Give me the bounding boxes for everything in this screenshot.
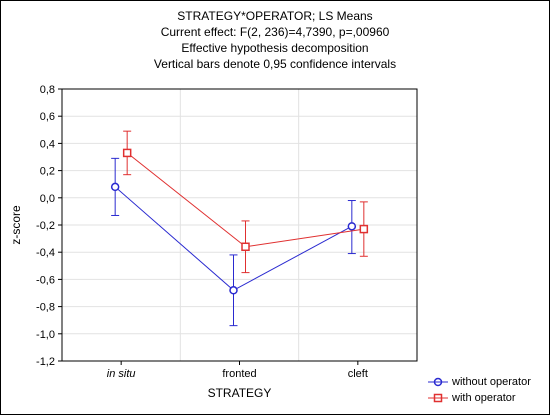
legend: without operator with operator	[428, 374, 531, 406]
y-tick-label: 0,8	[40, 84, 55, 96]
y-tick-label: 0,4	[40, 138, 55, 150]
data-point	[110, 182, 120, 192]
data-point	[347, 222, 357, 231]
y-tick-label: -1,0	[36, 329, 55, 341]
legend-item-without-operator: without operator	[428, 374, 531, 390]
y-tick-label: -0,2	[36, 220, 55, 232]
legend-label: with operator	[452, 392, 516, 404]
chart-subtitle-line: Effective hypothesis decomposition	[181, 41, 369, 55]
chart-subtitle-line: Current effect: F(2, 236)=4,7390, p=,009…	[160, 25, 390, 39]
y-tick-label: -0,8	[36, 302, 55, 314]
legend-label: without operator	[452, 376, 531, 388]
chart-title-block: STRATEGY*OPERATOR; LS Means Current effe…	[0, 8, 550, 72]
data-point	[359, 224, 369, 234]
data-point	[229, 286, 238, 295]
y-tick-label: -0,4	[36, 247, 55, 259]
x-tick-label: in situ	[107, 368, 136, 380]
legend-swatch-circle	[428, 377, 448, 387]
x-tick-label: cleft	[348, 368, 368, 380]
y-tick-label: 0,2	[40, 166, 55, 178]
legend-swatch-square	[428, 393, 448, 403]
chart-subtitle-line: Vertical bars denote 0,95 confidence int…	[153, 57, 397, 71]
x-tick-label: fronted	[222, 368, 256, 380]
legend-item-with-operator: with operator	[428, 390, 531, 406]
y-tick-label: -0,6	[36, 274, 55, 286]
data-point	[122, 148, 132, 158]
y-tick-label: -1,2	[36, 356, 55, 368]
data-point	[241, 242, 250, 252]
y-tick-label: 0,6	[40, 111, 55, 123]
chart-title: STRATEGY*OPERATOR; LS Means	[177, 9, 373, 23]
y-axis-label: z-score	[9, 205, 23, 245]
x-axis-label: STRATEGY	[208, 386, 272, 400]
y-tick-label: 0,0	[40, 193, 55, 205]
